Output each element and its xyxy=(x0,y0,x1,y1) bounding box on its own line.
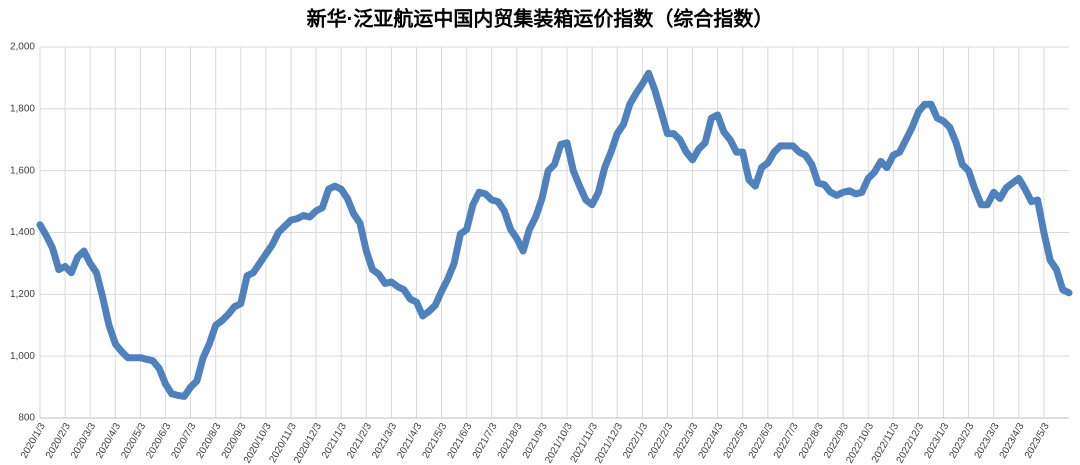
y-tick-label: 1,200 xyxy=(10,289,35,300)
y-tick-label: 2,000 xyxy=(10,42,35,53)
x-tick-label: 2023/5/3 xyxy=(1023,421,1052,461)
y-tick-label: 1,800 xyxy=(10,103,35,114)
y-tick-label: 1,000 xyxy=(10,351,35,362)
y-tick-label: 1,600 xyxy=(10,165,35,176)
y-tick-label: 1,400 xyxy=(10,227,35,238)
chart-title: 新华·泛亚航运中国内贸集装箱运价指数（综合指数） xyxy=(307,6,774,30)
line-series xyxy=(36,69,1073,400)
y-tick-label: 800 xyxy=(18,413,35,424)
